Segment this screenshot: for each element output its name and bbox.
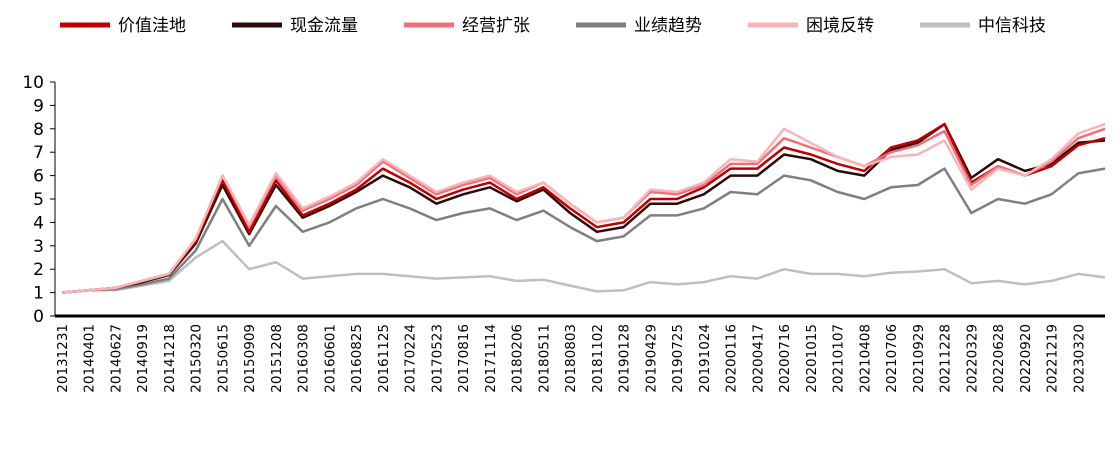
x-tick-label: 20210107 xyxy=(831,324,847,393)
y-tick-label: 0 xyxy=(33,307,44,327)
legend-label: 业绩趋势 xyxy=(634,16,702,36)
x-tick-label: 20170523 xyxy=(429,324,445,393)
x-tick-label: 20200417 xyxy=(750,324,766,393)
x-tick-label: 20180803 xyxy=(563,324,579,393)
x-tick-label: 20220920 xyxy=(1018,324,1034,393)
series-line xyxy=(61,127,1106,294)
y-tick-label: 3 xyxy=(33,237,44,257)
x-tick-label: 20180206 xyxy=(510,324,526,393)
x-tick-label: 20170816 xyxy=(456,324,472,393)
series-line xyxy=(61,122,1106,294)
y-tick-label: 6 xyxy=(33,167,44,187)
x-tick-label: 20201015 xyxy=(804,324,820,393)
y-tick-label: 7 xyxy=(33,143,44,163)
x-tick-label: 20211228 xyxy=(938,324,954,393)
x-tick-label: 20140919 xyxy=(135,324,151,393)
x-tick-label: 20200116 xyxy=(724,324,740,393)
x-tick-label: 20191024 xyxy=(697,324,713,393)
x-tick-label: 20131231 xyxy=(55,324,71,393)
x-tick-label: 20221219 xyxy=(1045,324,1061,393)
x-tick-label: 20230320 xyxy=(1071,324,1087,393)
y-tick-label: 4 xyxy=(33,213,44,233)
x-tick-label: 20170224 xyxy=(403,324,419,393)
x-tick-label: 20190725 xyxy=(670,324,686,393)
x-tick-label: 20210706 xyxy=(884,324,900,393)
x-tick-label: 20150615 xyxy=(215,324,231,393)
x-tick-label: 20210408 xyxy=(857,324,873,393)
y-tick-label: 2 xyxy=(33,260,44,280)
legend-label: 价值洼地 xyxy=(118,16,186,36)
y-tick-label: 9 xyxy=(33,96,44,116)
series-line xyxy=(61,122,1106,294)
series-line xyxy=(61,239,1106,294)
legend-label: 困境反转 xyxy=(806,16,874,36)
x-tick-label: 20150909 xyxy=(242,324,258,393)
legend-label: 中信科技 xyxy=(978,16,1046,36)
y-tick-label: 1 xyxy=(33,284,44,304)
series-line xyxy=(61,167,1106,294)
x-tick-label: 20200716 xyxy=(777,324,793,393)
y-tick-label: 5 xyxy=(33,190,44,210)
y-tick-label: 10 xyxy=(22,73,44,93)
x-tick-label: 20180511 xyxy=(536,324,552,393)
legend-label: 经营扩张 xyxy=(462,16,530,36)
x-tick-label: 20190429 xyxy=(643,324,659,393)
x-tick-label: 20220628 xyxy=(991,324,1007,393)
x-tick-label: 20140627 xyxy=(108,324,124,393)
x-tick-label: 20150320 xyxy=(189,324,205,393)
x-tick-label: 20171114 xyxy=(483,324,499,393)
x-tick-label: 20140401 xyxy=(82,324,98,393)
y-tick-label: 8 xyxy=(33,120,44,140)
x-tick-label: 20160601 xyxy=(322,324,338,393)
x-tick-label: 20181102 xyxy=(590,324,606,393)
x-tick-label: 20220329 xyxy=(964,324,980,393)
x-tick-label: 20160825 xyxy=(349,324,365,393)
x-tick-label: 20160308 xyxy=(296,324,312,393)
x-tick-label: 20190128 xyxy=(617,324,633,393)
legend-label: 现金流量 xyxy=(290,16,358,36)
x-tick-label: 20151208 xyxy=(269,324,285,393)
x-tick-label: 20141218 xyxy=(162,324,178,393)
x-tick-label: 20161125 xyxy=(376,324,392,393)
x-tick-label: 20210929 xyxy=(911,324,927,393)
